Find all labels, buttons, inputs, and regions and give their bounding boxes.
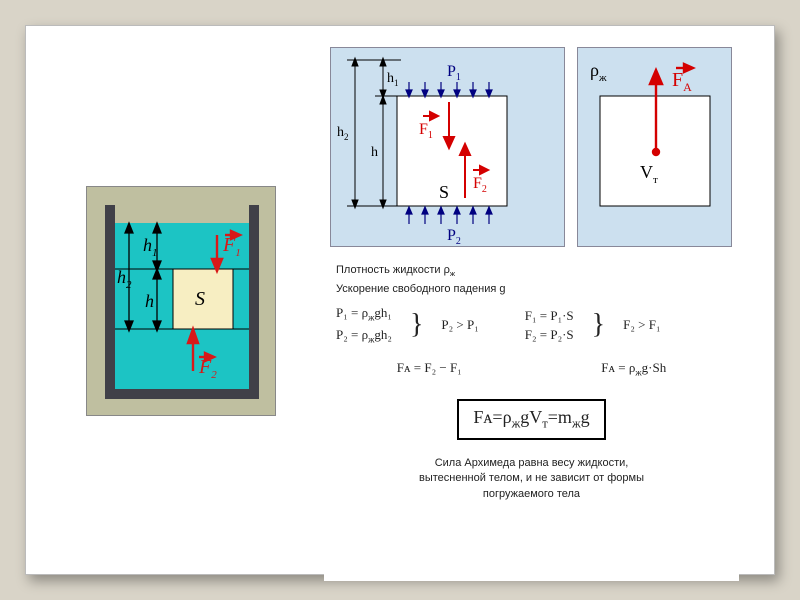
eq-fa-diff: Fᴀ = F₂ − F₁ — [397, 360, 462, 376]
d1-S: S — [439, 182, 449, 202]
d1-h2: h2 — [337, 125, 349, 142]
eq-f1: F₁ = P₁·S — [525, 306, 574, 326]
buoyancy-diagram: ρж FA Vт — [577, 47, 732, 247]
eq-f2: F₂ = P₂·S — [525, 325, 574, 345]
d1-P2: P2 — [447, 227, 461, 247]
pressure-eqs: P₁ = ρжgh₁ P₂ = ρжgh₂ } P₂ > P₁ F₁ = P₁·… — [336, 303, 727, 347]
text-block: Плотность жидкости ρж Ускорение свободно… — [324, 253, 739, 508]
gravity-line: Ускорение свободного падения g — [336, 283, 727, 295]
d1-h1: h1 — [387, 71, 399, 88]
label-S: S — [195, 288, 205, 310]
main-formula: Fᴀ=ρжgVт=mжg — [457, 399, 605, 440]
eq-fa-calc: Fᴀ = ρжg·Sh — [601, 360, 666, 378]
slide-card: S h2 h1 h — [25, 25, 775, 575]
density-line: Плотность жидкости ρж — [336, 264, 727, 278]
right-panel: S h1 h2 h — [324, 41, 739, 581]
d1-h: h — [371, 145, 378, 160]
label-h: h — [145, 291, 154, 311]
conclusion: Сила Архимеда равна весу жидкости, вытес… — [336, 456, 727, 502]
pressure-diagram: S h1 h2 h — [330, 47, 565, 247]
brace-icon-2: } — [592, 311, 605, 339]
top-diagrams: S h1 h2 h — [324, 41, 739, 253]
d2-FA: FA — [672, 69, 692, 94]
eq-p2: P₂ = ρжgh₂ — [336, 325, 392, 347]
d1-P1: P1 — [447, 63, 461, 83]
eq-prel: P₂ > P₁ — [441, 317, 478, 333]
beaker-panel: S h2 h1 h — [86, 186, 276, 416]
eq-frel: F₂ > F₁ — [623, 317, 660, 333]
d2-rho: ρж — [590, 60, 607, 84]
beaker-diagram: S h2 h1 h — [95, 195, 269, 409]
brace-icon: } — [410, 311, 423, 339]
eq-p1: P₁ = ρжgh₁ — [336, 303, 392, 325]
